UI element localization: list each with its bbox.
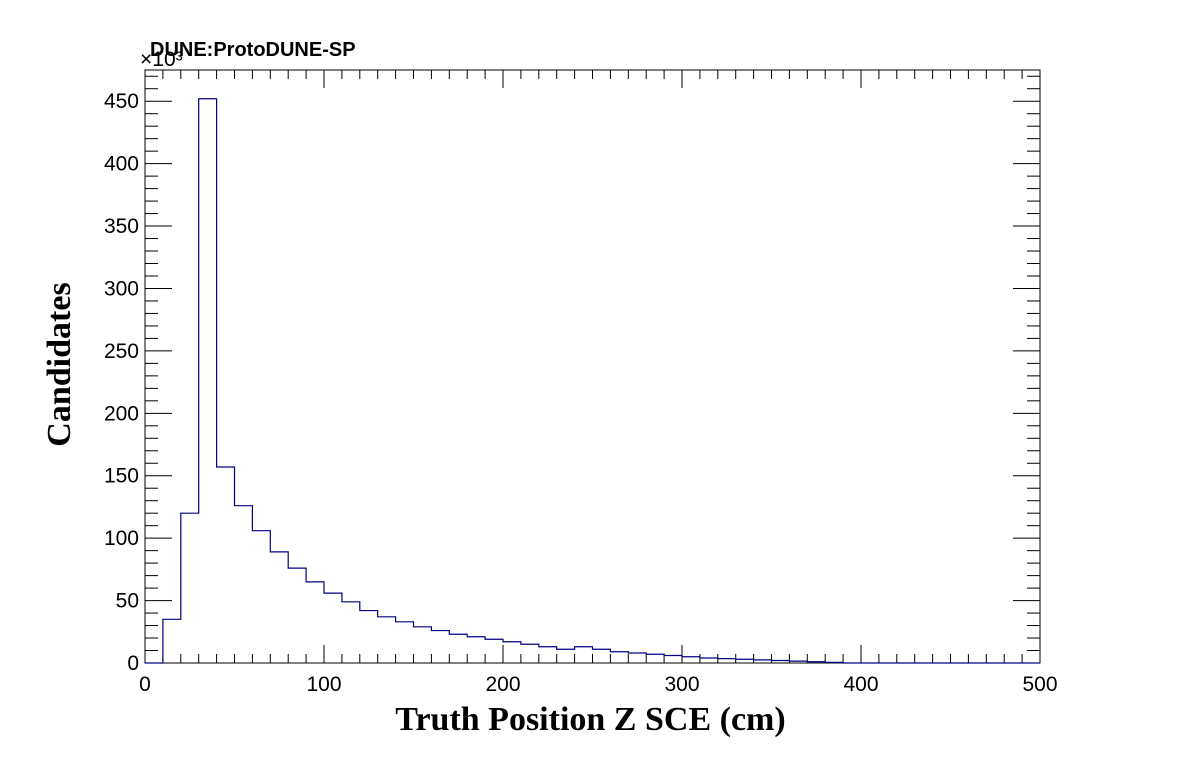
y-tick-label: 250 [104, 340, 139, 363]
x-tick-label: 100 [306, 673, 341, 696]
plot-frame [144, 69, 1041, 664]
x-tick-label: 400 [843, 673, 878, 696]
y-axis-multiplier: ×10³ [140, 48, 183, 71]
x-axis-title: Truth Position Z SCE (cm) [395, 701, 785, 738]
axis-tick-labels: 0 100 200 300 400 500 0 50 100 150 200 250 300 350 400… [104, 90, 1058, 696]
y-tick-label: 0 [127, 652, 139, 675]
axis-ticks [144, 70, 1041, 664]
y-tick-label: 350 [104, 215, 139, 238]
x-tick-label: 300 [664, 673, 699, 696]
y-tick-label: 50 [116, 590, 139, 613]
x-tick-label: 200 [485, 673, 520, 696]
histogram-series [145, 98, 1040, 664]
y-tick-label: 100 [104, 527, 139, 550]
x-tick-label: 500 [1022, 673, 1057, 696]
y-tick-label: 450 [104, 90, 139, 113]
y-tick-label: 400 [104, 153, 139, 176]
chart-title: DUNE:ProtoDUNE-SP [150, 39, 356, 61]
y-tick-label: 300 [104, 277, 139, 300]
y-axis-title: Candidates [41, 282, 78, 446]
y-tick-label: 150 [104, 465, 139, 488]
x-tick-label: 0 [139, 673, 151, 696]
y-tick-label: 200 [104, 402, 139, 425]
